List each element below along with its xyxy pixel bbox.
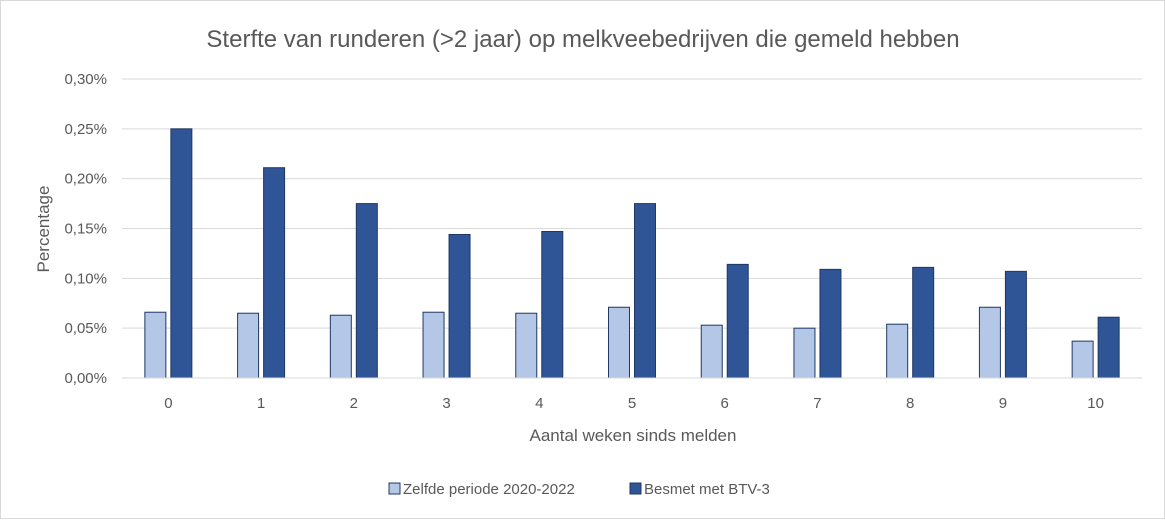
bar-besmet-btv3-7: [819, 268, 842, 379]
bar-zelfde-periode-0: [144, 311, 167, 379]
bar-zelfde-periode-2: [329, 314, 352, 379]
x-tick-label: 5: [628, 395, 636, 412]
bar-besmet-btv3-4: [541, 230, 564, 379]
legend: Zelfde periode 2020-2022 Besmet met BTV-3: [388, 481, 770, 498]
bars: [144, 128, 1120, 379]
x-tick-label: 7: [813, 395, 821, 412]
y-tick-label: 0,30%: [64, 71, 107, 88]
x-tick-label: 4: [535, 395, 543, 412]
x-tick-label: 3: [442, 395, 450, 412]
x-tick-label: 10: [1087, 395, 1104, 412]
bar-besmet-btv3-5: [634, 203, 656, 379]
y-tick-label: 0,05%: [64, 320, 107, 337]
bar-zelfde-periode-4: [515, 312, 538, 379]
y-tick-label: 0,00%: [64, 370, 107, 387]
y-tick-label: 0,20%: [64, 171, 107, 188]
bar-besmet-btv3-2: [355, 203, 378, 379]
x-axis-ticks: 0 1 2 3 4 5 6 7 8 9 10: [164, 395, 1104, 412]
bar-besmet-btv3-1: [263, 167, 286, 379]
bar-besmet-btv3-9: [1004, 270, 1027, 379]
y-tick-label: 0,15%: [64, 221, 107, 238]
bar-zelfde-periode-10: [1071, 340, 1094, 379]
bar-zelfde-periode-9: [978, 306, 1001, 379]
legend-label: Besmet met BTV-3: [644, 481, 770, 498]
bar-zelfde-periode-3: [422, 311, 445, 379]
bar-zelfde-periode-6: [700, 324, 723, 379]
legend-label: Zelfde periode 2020-2022: [403, 481, 575, 498]
legend-swatch: [388, 482, 401, 495]
x-axis-title: Aantal weken sinds melden: [530, 426, 737, 445]
bar-besmet-btv3-10: [1097, 316, 1120, 379]
bar-besmet-btv3-6: [726, 263, 749, 379]
bar-zelfde-periode-1: [237, 312, 260, 379]
x-tick-label: 8: [906, 395, 914, 412]
y-tick-label: 0,10%: [64, 270, 107, 287]
gridlines: [122, 78, 1142, 329]
x-tick-label: 6: [721, 395, 729, 412]
bar-besmet-btv3-8: [912, 266, 935, 379]
y-axis-ticks: 0,00% 0,05% 0,10% 0,15% 0,20% 0,25% 0,30%: [64, 71, 107, 387]
bar-besmet-btv3-3: [448, 233, 471, 379]
bar-zelfde-periode-8: [886, 323, 909, 379]
legend-swatch: [629, 482, 642, 495]
x-tick-label: 1: [257, 395, 265, 412]
bar-zelfde-periode-7: [793, 327, 816, 379]
y-axis-title: Percentage: [34, 186, 53, 273]
bar-zelfde-periode-5: [608, 306, 630, 379]
chart-title: Sterfte van runderen (>2 jaar) op melkve…: [206, 26, 959, 53]
x-tick-label: 2: [350, 395, 358, 412]
x-tick-label: 0: [164, 395, 172, 412]
x-tick-label: 9: [999, 395, 1007, 412]
bar-besmet-btv3-0: [170, 128, 193, 379]
y-tick-label: 0,25%: [64, 121, 107, 138]
